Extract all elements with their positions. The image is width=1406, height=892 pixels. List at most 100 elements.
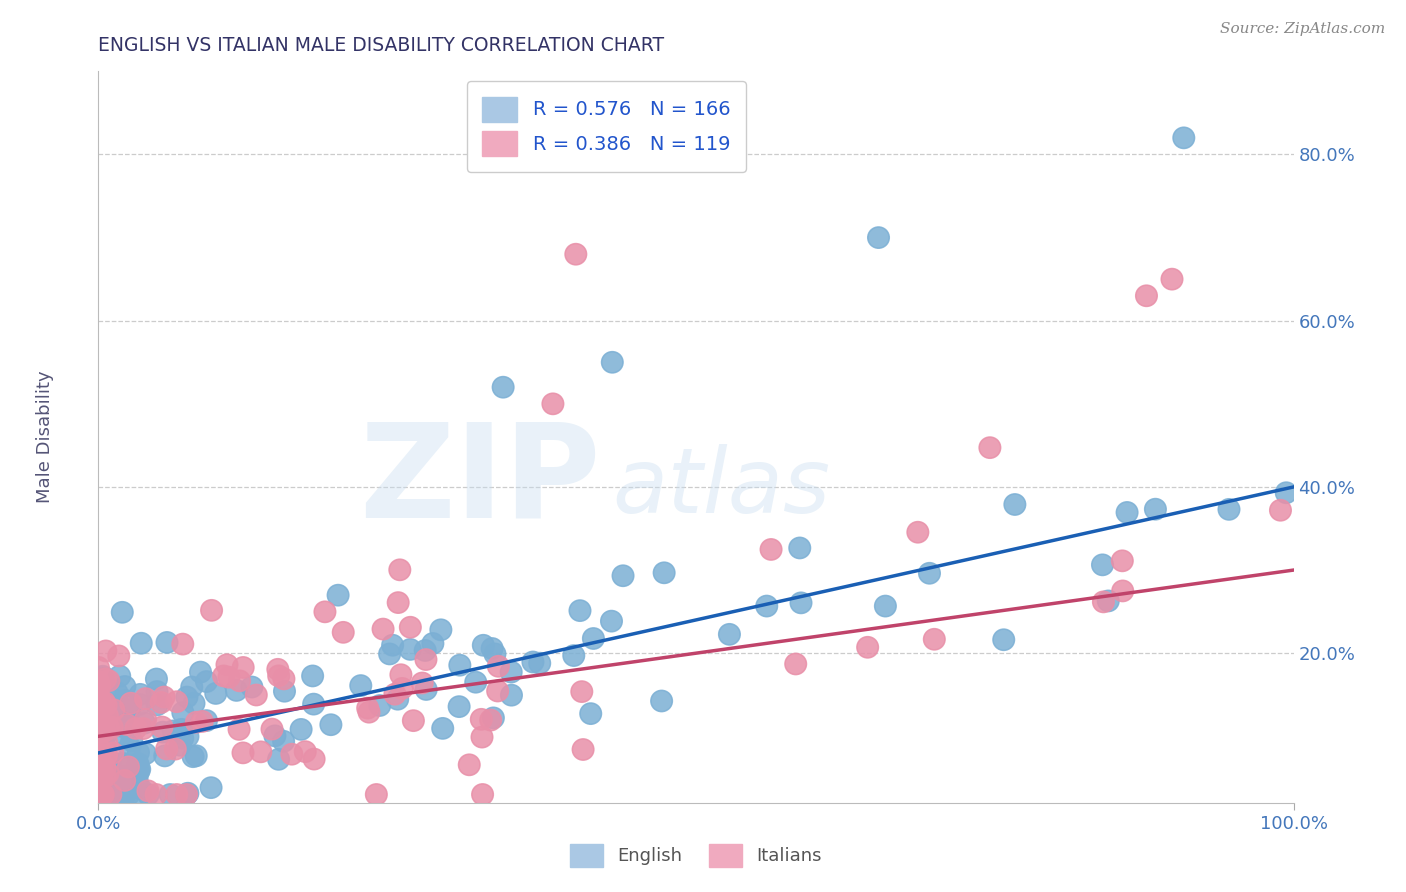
Ellipse shape	[89, 784, 110, 805]
Ellipse shape	[87, 764, 110, 784]
Ellipse shape	[91, 784, 112, 805]
Ellipse shape	[907, 522, 928, 543]
Ellipse shape	[486, 681, 509, 702]
Ellipse shape	[543, 393, 564, 415]
Ellipse shape	[87, 718, 110, 739]
Ellipse shape	[94, 668, 117, 690]
Ellipse shape	[89, 784, 110, 805]
Ellipse shape	[304, 748, 325, 770]
Ellipse shape	[186, 745, 207, 766]
Ellipse shape	[87, 765, 110, 787]
Ellipse shape	[93, 784, 114, 805]
Ellipse shape	[103, 784, 124, 805]
Text: Source: ZipAtlas.com: Source: ZipAtlas.com	[1219, 22, 1385, 37]
Ellipse shape	[449, 655, 471, 676]
Ellipse shape	[166, 691, 187, 713]
Ellipse shape	[91, 784, 114, 805]
Ellipse shape	[415, 648, 437, 670]
Ellipse shape	[200, 777, 222, 798]
Ellipse shape	[94, 766, 115, 788]
Ellipse shape	[382, 634, 404, 656]
Ellipse shape	[89, 772, 110, 793]
Ellipse shape	[529, 653, 551, 673]
Ellipse shape	[176, 784, 197, 805]
Ellipse shape	[114, 716, 135, 738]
Ellipse shape	[488, 656, 509, 677]
Ellipse shape	[232, 742, 253, 764]
Ellipse shape	[1092, 591, 1114, 613]
Ellipse shape	[90, 759, 111, 780]
Ellipse shape	[93, 732, 114, 754]
Ellipse shape	[125, 718, 146, 739]
Ellipse shape	[412, 673, 433, 694]
Ellipse shape	[110, 753, 131, 774]
Ellipse shape	[87, 721, 110, 742]
Ellipse shape	[146, 681, 167, 702]
Ellipse shape	[572, 739, 593, 760]
Ellipse shape	[103, 716, 124, 737]
Ellipse shape	[389, 559, 411, 581]
Ellipse shape	[90, 739, 111, 761]
Ellipse shape	[501, 684, 522, 706]
Ellipse shape	[90, 784, 112, 805]
Ellipse shape	[302, 693, 325, 714]
Ellipse shape	[1136, 285, 1157, 307]
Ellipse shape	[89, 712, 111, 733]
Ellipse shape	[218, 666, 239, 688]
Ellipse shape	[402, 710, 425, 731]
Ellipse shape	[103, 742, 124, 764]
Ellipse shape	[91, 722, 114, 743]
Ellipse shape	[93, 784, 114, 805]
Ellipse shape	[432, 718, 454, 739]
Ellipse shape	[114, 724, 136, 746]
Ellipse shape	[108, 645, 129, 666]
Ellipse shape	[135, 709, 156, 731]
Ellipse shape	[87, 750, 110, 772]
Ellipse shape	[458, 754, 479, 775]
Text: Male Disability: Male Disability	[35, 371, 53, 503]
Ellipse shape	[246, 684, 267, 706]
Ellipse shape	[471, 708, 492, 730]
Ellipse shape	[155, 746, 176, 766]
Ellipse shape	[267, 748, 290, 770]
Ellipse shape	[918, 563, 941, 584]
Text: atlas: atlas	[613, 444, 831, 533]
Ellipse shape	[111, 784, 134, 805]
Ellipse shape	[172, 728, 194, 749]
Ellipse shape	[328, 584, 349, 606]
Ellipse shape	[314, 601, 336, 623]
Ellipse shape	[789, 537, 810, 558]
Ellipse shape	[868, 227, 889, 248]
Ellipse shape	[172, 633, 194, 655]
Ellipse shape	[195, 710, 217, 731]
Ellipse shape	[121, 731, 142, 751]
Ellipse shape	[127, 769, 148, 790]
Ellipse shape	[190, 662, 211, 682]
Ellipse shape	[87, 784, 110, 805]
Ellipse shape	[183, 746, 204, 767]
Ellipse shape	[262, 718, 283, 739]
Ellipse shape	[761, 539, 782, 560]
Ellipse shape	[96, 772, 117, 793]
Ellipse shape	[114, 784, 135, 805]
Ellipse shape	[135, 688, 156, 709]
Ellipse shape	[359, 701, 380, 723]
Ellipse shape	[1116, 502, 1137, 523]
Ellipse shape	[89, 723, 110, 744]
Ellipse shape	[87, 698, 110, 719]
Ellipse shape	[108, 694, 129, 714]
Ellipse shape	[472, 634, 494, 656]
Ellipse shape	[1275, 482, 1296, 503]
Ellipse shape	[654, 562, 675, 583]
Ellipse shape	[242, 676, 263, 698]
Ellipse shape	[153, 687, 174, 707]
Ellipse shape	[357, 698, 378, 719]
Ellipse shape	[471, 726, 492, 747]
Ellipse shape	[118, 699, 139, 720]
Ellipse shape	[415, 679, 437, 700]
Ellipse shape	[118, 784, 139, 805]
Ellipse shape	[366, 784, 387, 805]
Ellipse shape	[146, 668, 167, 690]
Ellipse shape	[104, 784, 127, 805]
Ellipse shape	[162, 720, 184, 741]
